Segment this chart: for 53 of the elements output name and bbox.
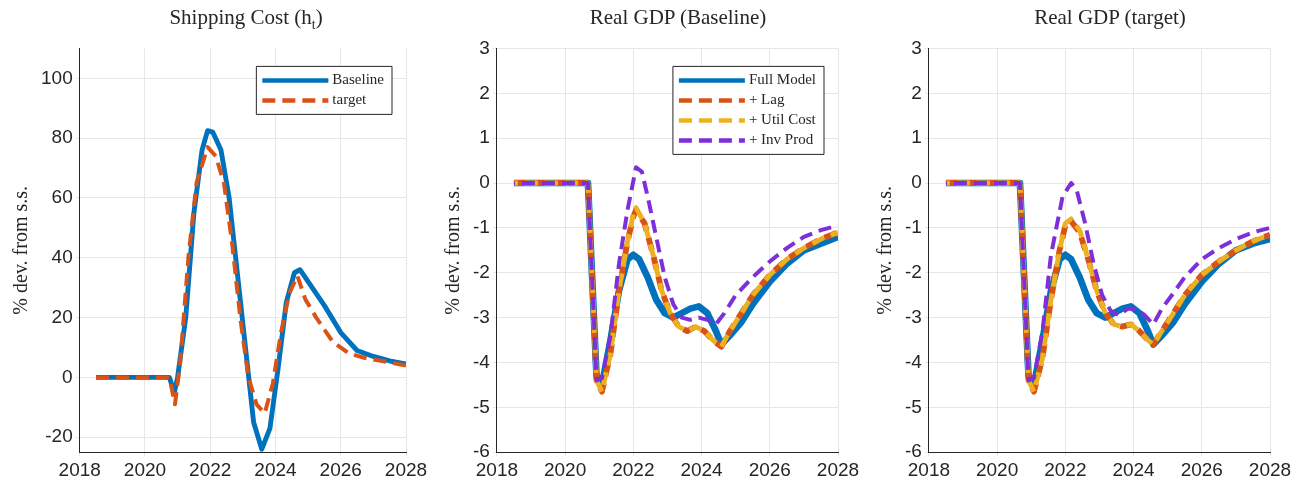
x-tick-label: 2020 bbox=[543, 458, 587, 480]
x-tick-label: 2022 bbox=[1044, 458, 1087, 480]
y-tick-label: -3 bbox=[904, 305, 922, 327]
y-tick-label: -1 bbox=[472, 216, 490, 238]
y-tick-label: 3 bbox=[479, 36, 490, 58]
x-tick-label: 2024 bbox=[680, 458, 724, 480]
y-tick-label: -1 bbox=[904, 216, 922, 238]
legend-label: Baseline bbox=[332, 71, 385, 88]
x-tick-label: 2022 bbox=[189, 458, 232, 480]
y-tick-label: 0 bbox=[911, 171, 922, 193]
x-tick-label: 2020 bbox=[123, 458, 167, 480]
y-axis-title: % dev. from s.s. bbox=[873, 185, 896, 315]
y-tick-label: -3 bbox=[472, 305, 490, 327]
x-tick-label: 2024 bbox=[254, 458, 298, 480]
y-tick-label: 1 bbox=[479, 126, 490, 148]
x-tick-label: 2020 bbox=[975, 458, 1019, 480]
legend-label: + Inv Prod bbox=[748, 131, 814, 148]
y-tick-label: -4 bbox=[472, 350, 491, 372]
y-tick-label: 2 bbox=[911, 81, 922, 103]
y-tick-label: 2 bbox=[479, 81, 490, 103]
y-tick-label: -5 bbox=[904, 395, 922, 417]
y-tick-label: 20 bbox=[51, 305, 73, 327]
y-tick-label: -5 bbox=[472, 395, 490, 417]
x-tick-label: 2026 bbox=[1180, 458, 1223, 480]
x-tick-label: 2028 bbox=[1248, 458, 1292, 480]
legend-label: Full Model bbox=[748, 71, 816, 88]
chart-title: Shipping Cost (h$_{t}$) bbox=[168, 4, 324, 34]
chart-title: Real GDP (Baseline) bbox=[588, 4, 768, 31]
x-tick-label: 2018 bbox=[58, 458, 101, 480]
x-tick-label: 2022 bbox=[612, 458, 655, 480]
x-tick-label: 2024 bbox=[1112, 458, 1156, 480]
y-tick-label: -20 bbox=[45, 425, 73, 447]
legend-label: + Lag bbox=[748, 91, 785, 108]
y-tick-label: 40 bbox=[51, 246, 73, 268]
y-axis-title: % dev. from s.s. bbox=[9, 185, 32, 315]
y-tick-label: 60 bbox=[51, 186, 73, 208]
x-tick-label: 2028 bbox=[816, 458, 860, 480]
y-tick-label: 3 bbox=[911, 36, 922, 58]
x-tick-label: 2026 bbox=[319, 458, 362, 480]
legend-label: + Util Cost bbox=[748, 111, 817, 128]
y-tick-label: -4 bbox=[904, 350, 923, 372]
y-tick-label: 1 bbox=[911, 126, 922, 148]
y-tick-label: -2 bbox=[472, 260, 490, 282]
legend-label: target bbox=[332, 91, 368, 108]
chart-title: Real GDP (target) bbox=[1033, 4, 1187, 31]
y-tick-label: 100 bbox=[41, 66, 73, 88]
x-tick-label: 2026 bbox=[748, 458, 791, 480]
y-tick-label: 0 bbox=[62, 365, 73, 387]
y-tick-label: 80 bbox=[51, 126, 73, 148]
y-tick-label: 0 bbox=[479, 171, 490, 193]
x-tick-label: 2028 bbox=[384, 458, 428, 480]
y-axis-title: % dev. from s.s. bbox=[441, 185, 464, 315]
y-tick-label: -2 bbox=[904, 260, 922, 282]
